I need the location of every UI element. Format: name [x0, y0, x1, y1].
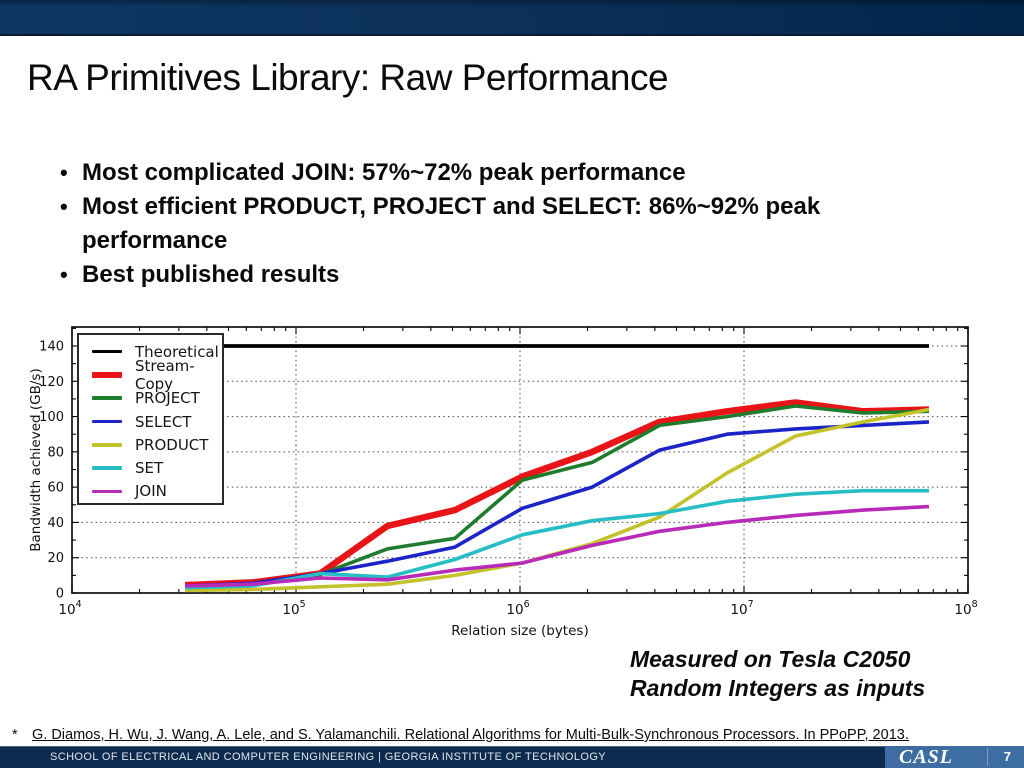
header-band [0, 0, 1024, 36]
bullet-glyph: • [60, 160, 68, 185]
legend-line-swatch [92, 350, 122, 354]
svg-text:80: 80 [47, 445, 64, 460]
legend-item: JOIN [79, 480, 222, 503]
legend-line-swatch [92, 419, 122, 424]
chart-canvas: 0 20 40 60 80 100 120 140 104 105 106 107 108 Relatio… [30, 326, 978, 639]
measurement-note: Measured on Tesla C2050 Random Integers … [630, 645, 925, 703]
svg-text:100: 100 [39, 410, 64, 425]
svg-text:140: 140 [39, 340, 64, 355]
footer-institution-text: SCHOOL OF ELECTRICAL AND COMPUTER ENGINE… [50, 751, 607, 763]
svg-text:120: 120 [39, 375, 64, 390]
legend-line-swatch [92, 489, 122, 494]
legend-item: Theoretical [79, 340, 222, 363]
page-number: 7 [1003, 749, 1011, 764]
casl-logo-box: CASL 7 [885, 746, 1024, 768]
legend-line-swatch [92, 466, 122, 470]
svg-text:20: 20 [47, 551, 64, 566]
legend-label: Theoretical [135, 342, 219, 361]
legend-label: PROJECT [135, 389, 200, 408]
legend-item: SELECT [79, 410, 222, 433]
legend-item: PRODUCT [79, 433, 222, 456]
bullet-glyph: • [60, 194, 68, 219]
footer-divider [987, 748, 988, 766]
bullet-list: • Most complicated JOIN: 57%~72% peak pe… [60, 156, 980, 292]
legend-label: Stream-Copy [135, 356, 195, 393]
bullet-text: performance [82, 227, 228, 254]
casl-logo: CASL [899, 746, 954, 768]
note-line-1: Measured on Tesla C2050 [630, 646, 911, 672]
legend-line-swatch [92, 396, 122, 401]
legend-line-swatch [92, 371, 122, 379]
footnote-text: G. Diamos, H. Wu, J. Wang, A. Lele, and … [32, 727, 909, 743]
citation-footnote: * G. Diamos, H. Wu, J. Wang, A. Lele, and… [12, 727, 909, 743]
bullet-text: Most efficient PRODUCT, PROJECT and SELE… [82, 193, 821, 220]
footer-bar: SCHOOL OF ELECTRICAL AND COMPUTER ENGINE… [0, 746, 1024, 768]
bullet-glyph: • [60, 262, 68, 287]
legend-item: PROJECT [79, 387, 222, 410]
legend-item: SET [79, 456, 222, 479]
svg-text:40: 40 [47, 516, 64, 531]
svg-text:Relation size (bytes): Relation size (bytes) [451, 623, 588, 639]
svg-text:107: 107 [730, 599, 753, 618]
bullet-item: • Best published results [60, 258, 980, 292]
svg-text:105: 105 [282, 599, 305, 618]
bullet-item: • Most efficient PRODUCT, PROJECT and SE… [60, 190, 980, 224]
chart-legend: Theoretical Stream-Copy PROJECT SELECT P… [77, 333, 224, 505]
bullet-text: Most complicated JOIN: 57%~72% peak perf… [82, 159, 686, 186]
svg-text:104: 104 [58, 599, 81, 618]
footnote-marker: * [12, 727, 18, 743]
bullet-item-continuation: performance [60, 224, 980, 258]
legend-line-swatch [92, 443, 122, 447]
legend-label: SET [135, 459, 164, 478]
svg-text:0: 0 [56, 587, 64, 602]
legend-item: Stream-Copy [79, 357, 222, 393]
svg-text:106: 106 [506, 599, 529, 618]
svg-text:108: 108 [954, 599, 977, 618]
legend-label: PRODUCT [135, 435, 209, 454]
slide-title: RA Primitives Library: Raw Performance [27, 57, 669, 98]
bullet-text: Best published results [82, 261, 340, 288]
legend-label: JOIN [135, 482, 167, 501]
svg-text:60: 60 [47, 481, 64, 496]
performance-chart: 0 20 40 60 80 100 120 140 104 105 106 107 108 Relatio… [30, 316, 990, 646]
svg-text:Bandwidth achieved (GB/s): Bandwidth achieved (GB/s) [30, 368, 44, 551]
bullet-item: • Most complicated JOIN: 57%~72% peak pe… [60, 156, 980, 190]
note-line-2: Random Integers as inputs [630, 675, 926, 701]
bullet-spacer [60, 224, 82, 258]
legend-label: SELECT [135, 412, 192, 431]
